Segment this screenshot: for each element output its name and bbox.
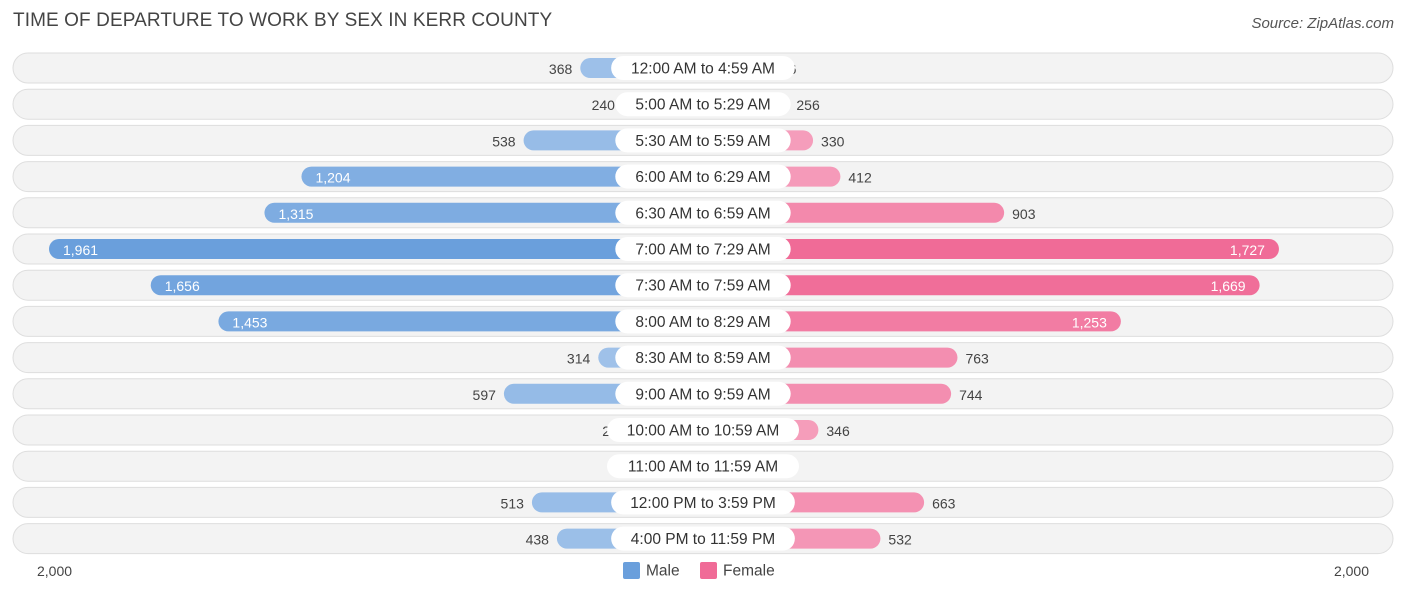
male-value-label: 1,453 xyxy=(232,314,267,330)
male-bar xyxy=(264,202,703,223)
legend-label-female: Female xyxy=(723,563,775,580)
male-value-label: 368 xyxy=(549,61,573,77)
male-value-label: 1,315 xyxy=(278,206,313,222)
legend-swatch-female xyxy=(700,562,717,579)
male-value-label: 1,961 xyxy=(63,242,98,258)
male-bar xyxy=(218,311,703,332)
legend-label-male: Male xyxy=(646,563,680,580)
category-label: 8:30 AM to 8:59 AM xyxy=(635,350,770,367)
category-label-pill xyxy=(611,526,795,551)
female-value-label: 903 xyxy=(1012,206,1036,222)
male-value-label: 1,204 xyxy=(315,170,350,186)
male-bar xyxy=(301,166,703,187)
category-label: 12:00 AM to 4:59 AM xyxy=(631,61,775,78)
category-label-pill xyxy=(615,345,791,370)
axis-label-left: 2,000 xyxy=(37,563,72,579)
male-value-label: 513 xyxy=(501,495,525,511)
male-value-label: 438 xyxy=(526,532,550,548)
category-label-pill xyxy=(615,309,791,334)
chart-title: TIME OF DEPARTURE TO WORK BY SEX IN KERR… xyxy=(13,10,553,31)
axis-label-right: 2,000 xyxy=(1334,563,1369,579)
category-label: 10:00 AM to 10:59 AM xyxy=(627,423,780,440)
category-label: 5:30 AM to 5:59 AM xyxy=(635,133,770,150)
male-value-label: 538 xyxy=(492,133,516,149)
female-value-label: 1,727 xyxy=(1230,242,1265,258)
male-value-label: 597 xyxy=(473,387,497,403)
category-label-pill xyxy=(607,454,799,479)
category-label: 6:30 AM to 6:59 AM xyxy=(635,205,770,222)
category-label-pill xyxy=(615,273,791,298)
female-value-label: 412 xyxy=(848,170,872,186)
category-label: 11:00 AM to 11:59 AM xyxy=(628,459,778,476)
female-bar xyxy=(703,275,1260,296)
male-value-label: 1,656 xyxy=(165,278,200,294)
female-value-label: 330 xyxy=(821,133,845,149)
category-label: 5:00 AM to 5:29 AM xyxy=(635,97,770,114)
female-value-label: 532 xyxy=(888,532,912,548)
legend-swatch-male xyxy=(623,562,640,579)
category-label: 12:00 PM to 3:59 PM xyxy=(630,495,776,512)
category-label: 7:30 AM to 7:59 AM xyxy=(635,278,770,295)
category-label-pill xyxy=(615,237,791,261)
category-label: 4:00 PM to 11:59 PM xyxy=(631,531,775,548)
chart-source: Source: ZipAtlas.com xyxy=(1251,15,1394,32)
male-bar xyxy=(49,239,704,259)
category-label-pill xyxy=(615,164,791,189)
female-value-label: 663 xyxy=(932,495,956,511)
female-bar xyxy=(703,239,1279,259)
category-label-pill xyxy=(615,92,791,117)
category-label: 6:00 AM to 6:29 AM xyxy=(635,169,770,186)
male-bar xyxy=(150,275,703,296)
female-value-label: 346 xyxy=(826,423,850,439)
female-value-label: 256 xyxy=(796,97,820,113)
category-label: 8:00 AM to 8:29 AM xyxy=(635,314,770,331)
category-label-pill xyxy=(615,128,791,153)
male-value-label: 314 xyxy=(567,351,591,367)
category-label-pill xyxy=(607,418,799,442)
female-value-label: 1,669 xyxy=(1211,278,1246,294)
category-label-pill xyxy=(611,490,795,515)
category-label: 7:00 AM to 7:29 AM xyxy=(635,242,770,259)
male-value-label: 240 xyxy=(592,97,616,113)
category-label: 9:00 AM to 9:59 AM xyxy=(635,386,770,403)
female-value-label: 1,253 xyxy=(1072,314,1107,330)
female-value-label: 763 xyxy=(965,351,989,367)
category-label-pill xyxy=(615,381,791,406)
female-value-label: 744 xyxy=(959,387,983,403)
category-label-pill xyxy=(615,200,791,225)
category-label-pill xyxy=(611,56,795,80)
female-bar xyxy=(703,311,1121,332)
